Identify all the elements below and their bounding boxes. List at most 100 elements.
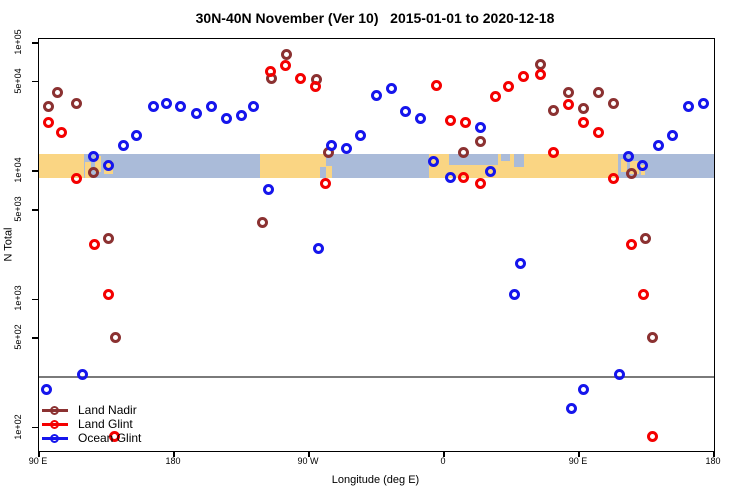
- data-point-ocean-glint: [386, 83, 397, 95]
- x-tick-mark: [443, 451, 445, 457]
- data-point-ocean-glint: [683, 100, 694, 112]
- map-land-patch: [326, 165, 332, 178]
- data-point-land-glint: [431, 79, 442, 91]
- data-point-land-glint: [42, 116, 54, 128]
- y-tick-mark: [32, 209, 38, 211]
- data-point-ocean-glint: [161, 97, 172, 109]
- data-point-ocean-glint: [206, 100, 217, 112]
- data-point-land-nadir: [578, 102, 589, 114]
- data-point-land-nadir: [102, 232, 114, 244]
- data-point-land-nadir: [110, 332, 121, 344]
- legend-label: Land Nadir: [78, 403, 137, 417]
- y-axis-label: N Total: [2, 227, 15, 262]
- data-point-ocean-glint: [248, 100, 259, 112]
- data-point-land-nadir: [548, 104, 559, 116]
- legend-label: Ocean Glint: [78, 431, 142, 445]
- data-point-land-glint: [458, 172, 469, 184]
- y-tick-mark: [32, 426, 38, 429]
- data-point-ocean-glint: [485, 165, 496, 177]
- data-point-land-nadir: [71, 97, 82, 109]
- legend-row: Land Glint: [40, 417, 141, 431]
- legend-label: Land Glint: [78, 417, 133, 431]
- data-point-land-nadir: [257, 216, 268, 228]
- x-tick-label: 0: [440, 456, 446, 466]
- data-point-land-glint: [638, 288, 649, 300]
- data-point-ocean-glint: [474, 121, 486, 133]
- x-tick-label: 90 E: [28, 456, 48, 466]
- map-land-patch: [630, 161, 639, 175]
- data-point-land-glint: [578, 116, 589, 128]
- data-point-ocean-glint: [77, 368, 88, 380]
- data-point-land-nadir: [42, 100, 54, 112]
- data-point-ocean-glint: [221, 112, 232, 124]
- legend-circle-icon: [50, 405, 59, 415]
- data-point-ocean-glint: [371, 89, 382, 101]
- x-axis-label: Longitude (deg E): [331, 474, 420, 486]
- data-point-land-glint: [108, 431, 120, 443]
- data-point-land-nadir: [474, 136, 486, 148]
- data-point-ocean-glint: [566, 403, 577, 415]
- x-tick-label: 90 W: [297, 456, 319, 466]
- map-land-patch: [94, 156, 101, 172]
- legend-marker: [40, 431, 72, 445]
- data-point-ocean-glint: [102, 160, 114, 172]
- y-tick-mark: [32, 337, 38, 339]
- legend-row: Ocean Glint: [40, 431, 141, 445]
- data-point-ocean-glint: [623, 151, 634, 163]
- legend-circle-icon: [50, 433, 59, 443]
- data-point-ocean-glint: [191, 108, 202, 120]
- legend-row: Land Nadir: [40, 403, 141, 417]
- y-tick-mark: [32, 298, 38, 301]
- data-point-ocean-glint: [614, 368, 625, 380]
- data-point-land-nadir: [534, 58, 546, 70]
- data-point-land-glint: [626, 238, 637, 250]
- y-tick-mark: [32, 42, 38, 44]
- data-point-land-nadir: [87, 167, 99, 179]
- map-sea-patch: [501, 154, 510, 161]
- data-point-land-glint: [279, 59, 291, 71]
- data-point-ocean-glint: [341, 143, 352, 155]
- data-point-ocean-glint: [174, 100, 186, 112]
- legend-circle-icon: [50, 419, 59, 429]
- data-point-ocean-glint: [399, 106, 411, 118]
- data-point-land-glint: [474, 178, 486, 190]
- data-point-land-nadir: [647, 332, 658, 344]
- data-point-land-glint: [264, 65, 276, 77]
- x-tick-mark: [173, 451, 175, 457]
- data-point-land-glint: [503, 80, 514, 92]
- x-tick-mark: [578, 451, 580, 457]
- y-tick-label: 1e+02: [13, 413, 23, 440]
- x-tick-mark: [38, 451, 40, 457]
- data-point-ocean-glint: [354, 129, 366, 141]
- legend-marker: [40, 403, 72, 417]
- data-point-ocean-glint: [41, 383, 52, 395]
- legend: Land Nadir Land Glint Ocean Glint: [40, 403, 141, 445]
- data-point-land-glint: [56, 127, 67, 139]
- data-point-ocean-glint: [236, 110, 247, 122]
- data-point-land-glint: [518, 70, 529, 82]
- chart-title: 30N-40N November (Ver 10) 2015-01-01 to …: [195, 10, 555, 26]
- data-point-land-nadir: [563, 87, 574, 99]
- data-point-ocean-glint: [87, 151, 99, 163]
- plot-area: Land Nadir Land Glint Ocean Glint: [32, 38, 715, 457]
- data-point-ocean-glint: [147, 100, 159, 112]
- x-tick-label: 180: [705, 456, 721, 466]
- data-point-ocean-glint: [515, 258, 526, 270]
- data-point-land-glint: [548, 146, 559, 158]
- data-point-land-nadir: [281, 48, 292, 60]
- data-point-land-nadir: [458, 146, 469, 158]
- map-land-patch: [319, 154, 327, 168]
- data-point-land-nadir: [608, 97, 619, 109]
- map-sea-patch: [448, 154, 498, 165]
- data-point-land-glint: [89, 238, 100, 250]
- data-point-ocean-glint: [312, 242, 324, 254]
- data-point-land-nadir: [626, 167, 637, 179]
- data-point-land-glint: [608, 173, 619, 185]
- data-point-land-nadir: [51, 87, 63, 99]
- y-tick-label: 5e+02: [13, 324, 23, 350]
- data-point-ocean-glint: [117, 139, 129, 151]
- map-land-patch: [39, 154, 84, 178]
- data-point-land-glint: [444, 114, 456, 126]
- data-point-land-glint: [534, 68, 546, 80]
- data-point-ocean-glint: [666, 129, 678, 141]
